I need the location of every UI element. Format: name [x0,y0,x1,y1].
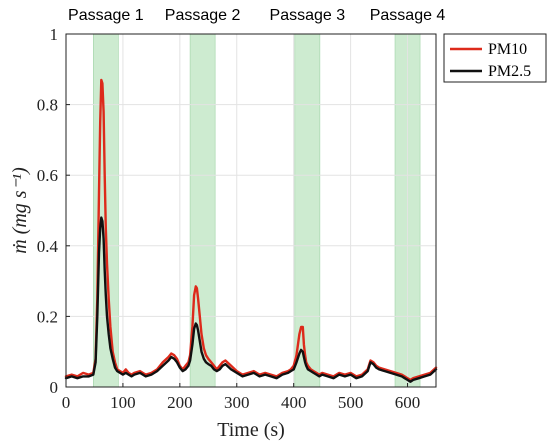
legend-entry: PM10 [488,41,527,58]
passage-bands [93,33,421,388]
legend: PM10 PM2.5 [443,33,547,83]
passage-label-4: Passage 4 [370,7,446,24]
x-tick-label: 0 [62,393,71,412]
plot-frame [65,33,437,388]
series-line-pm25 [64,216,438,383]
grid-lines [65,33,436,388]
legend-entry: PM2.5 [488,63,531,80]
x-tick-label: 100 [110,393,136,412]
x-tick-label: 400 [281,393,307,412]
x-axis-label: Time (s) [217,419,285,441]
y-tick-label: 0 [50,378,59,397]
x-axis-ticks: 0 100 200 300 400 500 600 [62,383,421,412]
passage-label-2: Passage 2 [165,7,241,24]
data-series [64,78,438,383]
y-tick-label: 0.8 [37,96,58,115]
y-tick-label: 0.6 [37,166,58,185]
x-tick-label: 600 [395,393,421,412]
x-tick-label: 500 [338,393,364,412]
passage-labels: Passage 1 Passage 2 Passage 3 Passage 4 [68,7,445,24]
y-tick-label: 0.2 [37,307,58,326]
x-tick-label: 300 [224,393,250,412]
series-line-pm10 [64,78,438,382]
x-tick-label: 200 [167,393,193,412]
y-axis-label: ṁ (mg s⁻¹) [9,167,31,254]
y-axis-ticks: 0 0.2 0.4 0.6 0.8 1 [37,25,70,397]
legend-box [443,33,547,83]
passage-label-1: Passage 1 [68,7,144,24]
passage-label-3: Passage 3 [270,7,346,24]
y-tick-label: 1 [50,25,59,44]
y-tick-label: 0.4 [37,237,59,256]
